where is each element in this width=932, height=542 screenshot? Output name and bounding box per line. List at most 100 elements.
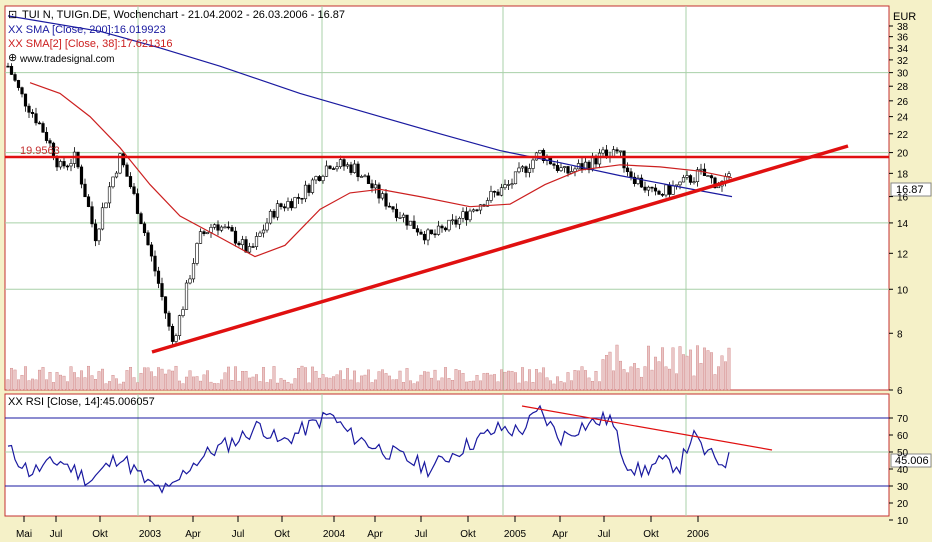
candle-body [13, 74, 17, 81]
volume-bar [254, 374, 258, 391]
candle-body [289, 201, 294, 209]
candle-body [615, 149, 619, 152]
volume-bar [290, 383, 294, 391]
volume-bar [240, 371, 244, 391]
volume-bar [181, 383, 185, 391]
candle-body [86, 196, 91, 207]
volume-bar [612, 370, 616, 391]
candle-body [664, 184, 668, 196]
volume-bar [524, 381, 528, 391]
rsi-last-badge [890, 453, 932, 468]
volume-bar [580, 366, 584, 391]
rsi-last-label: 45.006 [895, 455, 929, 467]
candle-body [181, 309, 185, 316]
chart-icon: ⊡ [8, 9, 17, 21]
candle-body [363, 175, 367, 178]
volume-bar [27, 380, 31, 391]
time-tick-label: Apr [185, 529, 201, 540]
candle-body [296, 197, 301, 199]
candle-body [618, 150, 623, 153]
rsi-divergence-line [521, 405, 773, 451]
candle-body [692, 181, 696, 184]
volume-bar [395, 379, 399, 391]
volume-bar [146, 367, 150, 391]
candle-body [328, 165, 332, 169]
candle-body [254, 236, 259, 248]
volume-bar [640, 376, 644, 391]
volume-bar [444, 367, 448, 391]
candle-body [699, 168, 703, 171]
volume-bar [219, 379, 223, 391]
source-label: www.tradesignal.com [19, 54, 114, 65]
candle-body [636, 177, 640, 184]
candle-body [695, 169, 700, 183]
candle-body [671, 185, 675, 195]
volume-bar [114, 378, 118, 391]
volume-bar [703, 347, 707, 391]
candle-body [685, 175, 689, 178]
candle-body [566, 166, 570, 174]
volume-bar [198, 380, 202, 391]
candle-body [653, 187, 658, 192]
volume-bar [45, 379, 49, 391]
volume-bar [692, 375, 696, 391]
candle-body [279, 203, 283, 207]
volume-bar [247, 377, 251, 391]
candle-body [55, 157, 59, 168]
volume-bar [342, 379, 346, 391]
volume-bar [83, 377, 87, 391]
volume-bar [13, 369, 17, 391]
volume-bar [24, 366, 28, 391]
price-tick-label: 12 [897, 249, 909, 260]
chart-title: TUI N, TUIGn.DE, Wochenchart - 21.04.200… [22, 9, 345, 21]
volume-bar [430, 377, 434, 391]
volume-bar [706, 350, 710, 391]
candle-body [342, 159, 346, 167]
rsi-tick-label: 60 [897, 431, 909, 442]
time-tick-label: 2004 [323, 529, 346, 540]
candle-body [174, 335, 178, 342]
volume-bar [65, 381, 69, 391]
volume-bar [696, 345, 700, 391]
candle-body [352, 163, 357, 173]
volume-bar [416, 381, 420, 391]
time-tick-label: Jul [232, 529, 245, 540]
volume-bar [689, 349, 693, 391]
volume-bar [622, 369, 626, 391]
volume-bar [38, 369, 42, 391]
volume-bar [370, 382, 374, 391]
volume-bar [139, 372, 143, 391]
volume-bar [297, 368, 301, 391]
volume-bar [710, 352, 714, 391]
volume-bar [503, 371, 507, 391]
volume-bar [573, 370, 577, 391]
candle-body [79, 166, 84, 185]
volume-bar [727, 347, 731, 391]
volume-bar [447, 378, 451, 391]
candle-body [366, 175, 371, 184]
volume-bar [461, 373, 465, 391]
volume-bar [496, 381, 500, 391]
candle-body [503, 184, 507, 189]
rsi-panel: XX RSI [Close, 14]:45.006057 [4, 393, 890, 517]
candle-body [387, 205, 392, 208]
candle-body [195, 243, 199, 264]
volume-bar [167, 369, 171, 391]
volume-bar [160, 368, 164, 391]
candle-body [622, 150, 626, 169]
volume-bar [149, 371, 153, 391]
price-tick-label: 22 [897, 130, 909, 141]
volume-bar [500, 369, 504, 391]
price-tick-label: 24 [897, 113, 909, 124]
candlestick-series [6, 62, 731, 347]
candle-body [90, 206, 94, 225]
price-tick-label: 28 [897, 82, 909, 93]
candle-body [524, 166, 528, 173]
volume-bar [17, 379, 21, 391]
volume-bar [643, 366, 647, 391]
candle-body [359, 176, 364, 178]
candle-body [464, 211, 469, 221]
volume-bar [100, 368, 104, 391]
candle-body [678, 181, 682, 186]
price-tick-label: 6 [897, 386, 903, 397]
